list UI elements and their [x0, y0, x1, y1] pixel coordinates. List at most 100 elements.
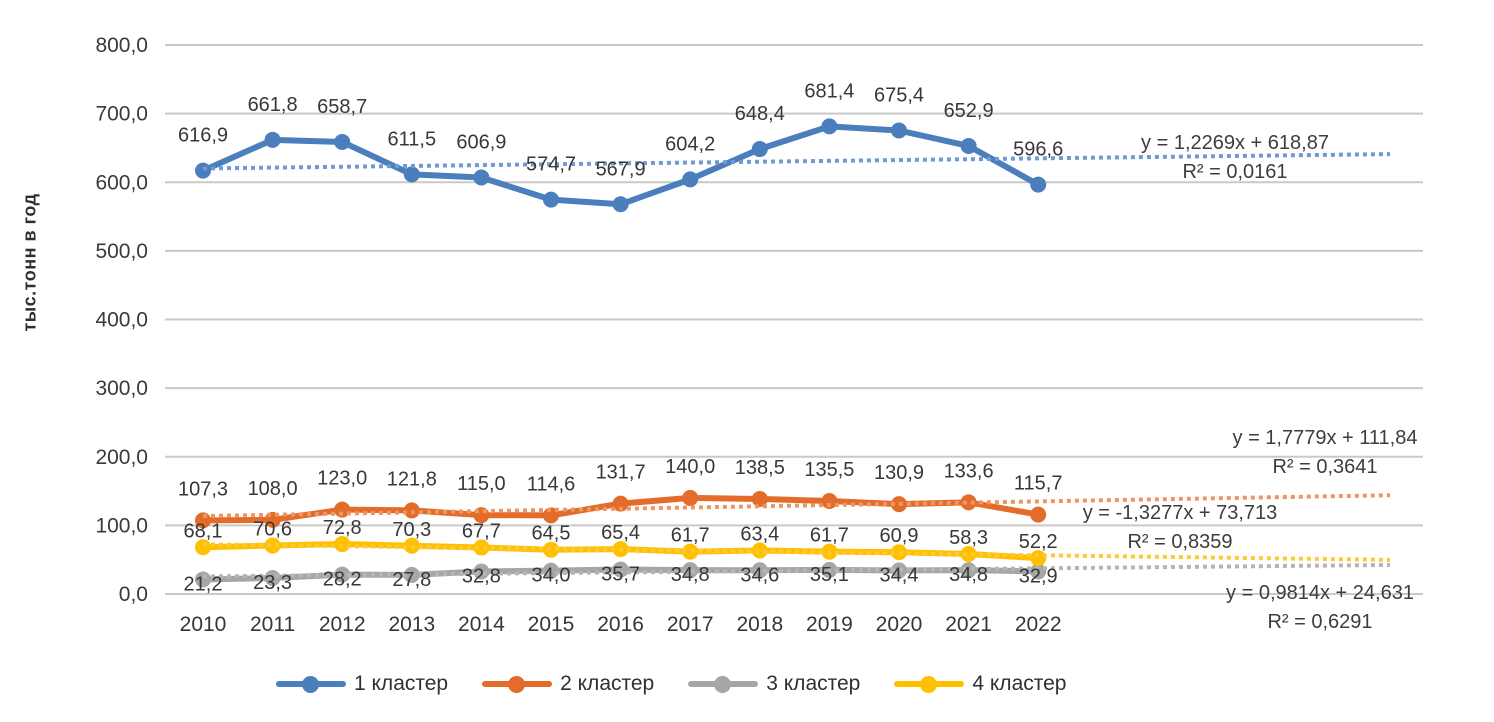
data-label: 27,8 [392, 569, 431, 591]
line-marker-icon [688, 675, 759, 693]
data-label: 604,2 [665, 133, 715, 155]
r-squared-text: R² = 0,8359 [1127, 531, 1233, 553]
trendline-equation-cluster3: y = 0,9814x + 24,631 R² = 0,6291 [1170, 579, 1470, 637]
chart-legend: 1 кластер 2 кластер 3 кластер 4 кластер [276, 672, 1067, 696]
data-label: 64,5 [532, 523, 571, 545]
data-label: 34,0 [532, 565, 571, 587]
data-point-marker [612, 495, 629, 512]
x-tick-label: 2013 [388, 613, 435, 636]
x-tick-label: 2018 [736, 613, 783, 636]
y-tick-label: 400,0 [95, 309, 148, 332]
data-point-marker [543, 191, 559, 208]
trendline [202, 493, 1391, 519]
data-point-marker [195, 571, 211, 588]
data-label: 114,6 [527, 473, 576, 495]
data-label: 67,7 [462, 521, 501, 543]
data-label: 34,8 [949, 564, 988, 586]
data-label: 596,6 [1013, 139, 1063, 161]
data-label: 658,7 [317, 96, 367, 118]
trendline-equation-cluster4: y = -1,3277x + 73,713 R² = 0,8359 [1030, 499, 1330, 557]
data-label: 21,2 [184, 573, 223, 595]
equation-text: y = -1,3277x + 73,713 [1082, 502, 1278, 524]
x-tick-label: 2015 [528, 613, 575, 636]
data-label: 107,3 [178, 478, 228, 500]
data-point-marker [612, 561, 629, 578]
data-label: 32,9 [1019, 565, 1058, 587]
trendline [202, 152, 1391, 171]
data-label: 61,7 [810, 525, 849, 547]
data-label: 130,9 [874, 462, 924, 484]
data-point-marker [334, 536, 351, 553]
x-tick-label: 2019 [806, 613, 853, 636]
y-tick-label: 700,0 [95, 103, 148, 126]
data-point-marker [1030, 563, 1047, 580]
legend-item-cluster3: 3 кластер [688, 672, 860, 696]
x-tick-label: 2012 [319, 613, 366, 636]
data-label: 70,3 [392, 519, 431, 541]
legend-label: 4 кластер [972, 672, 1067, 695]
data-label: 606,9 [456, 132, 506, 154]
data-label: 138,5 [735, 457, 785, 479]
data-label: 133,6 [944, 460, 994, 482]
equation-text: y = 0,9814x + 24,631 [1226, 582, 1414, 604]
data-label: 661,8 [248, 94, 298, 116]
data-point-marker [821, 493, 838, 510]
data-label: 611,5 [388, 128, 437, 150]
data-label: 68,1 [184, 520, 223, 542]
trendline-equation-cluster1: y = 1,2269x + 618,87 R² = 0,0161 [1085, 129, 1385, 187]
equation-text: y = 1,2269x + 618,87 [1141, 132, 1329, 154]
data-point-marker [403, 166, 420, 183]
line-marker-icon [482, 675, 553, 693]
data-point-marker [1030, 176, 1047, 193]
y-tick-label: 200,0 [95, 446, 148, 469]
data-label: 32,8 [462, 565, 501, 587]
data-label: 616,9 [178, 125, 228, 147]
data-point-marker [543, 541, 559, 558]
data-label: 108,0 [248, 478, 298, 500]
data-point-marker [751, 542, 768, 559]
x-tick-label: 2022 [1015, 613, 1062, 636]
trendline [202, 542, 1391, 562]
data-point-marker [960, 137, 977, 154]
x-tick-label: 2014 [458, 613, 505, 636]
y-tick-label: 800,0 [95, 34, 148, 57]
data-label: 574,7 [526, 154, 576, 176]
line-marker-icon [276, 675, 346, 693]
line-marker-icon [894, 675, 965, 693]
equation-text: y = 1,7779x + 111,84 [1232, 427, 1418, 449]
data-label: 35,7 [601, 564, 640, 586]
y-tick-label: 600,0 [95, 171, 148, 194]
data-point-marker [960, 562, 977, 579]
data-label: 72,8 [323, 517, 362, 539]
data-point-marker [473, 169, 490, 186]
data-label: 65,4 [601, 522, 640, 544]
data-point-marker [751, 562, 768, 579]
data-point-marker [264, 537, 281, 554]
data-label: 60,9 [880, 525, 919, 547]
data-label: 23,3 [253, 572, 292, 594]
data-label: 70,6 [253, 519, 292, 541]
data-point-marker [1030, 506, 1047, 523]
r-squared-text: R² = 0,3641 [1272, 456, 1378, 478]
data-label: 61,7 [671, 525, 710, 547]
legend-label: 3 кластер [766, 672, 861, 695]
data-label: 34,6 [740, 564, 779, 586]
data-point-marker [682, 489, 699, 506]
data-label: 28,2 [323, 569, 362, 591]
data-label: 35,1 [810, 564, 849, 586]
r-squared-text: R² = 0,0161 [1182, 161, 1288, 183]
y-tick-label: 100,0 [95, 514, 148, 537]
data-point-marker [473, 539, 490, 556]
legend-item-cluster4: 4 кластер [894, 672, 1067, 696]
x-tick-label: 2021 [945, 613, 992, 636]
data-point-marker [334, 501, 351, 518]
data-point-marker [751, 490, 768, 507]
data-label: 34,8 [671, 564, 710, 586]
data-label: 681,4 [804, 80, 854, 102]
data-label: 652,9 [944, 100, 994, 122]
trendline [202, 562, 1391, 579]
data-label: 52,2 [1019, 531, 1058, 553]
data-label: 140,0 [665, 456, 715, 478]
